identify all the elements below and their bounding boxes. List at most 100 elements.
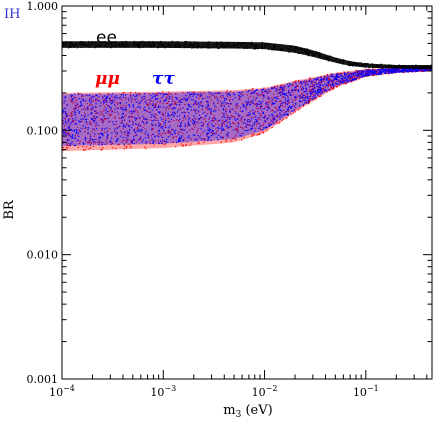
data-point [278,122,280,124]
data-point [264,47,266,49]
data-point [164,126,166,128]
data-point [260,94,262,96]
data-point [184,43,186,45]
data-point [398,70,400,72]
data-point [142,117,144,119]
data-point [289,93,291,96]
data-point [107,134,109,136]
data-point [78,105,80,108]
data-point [351,74,353,76]
data-point [134,91,137,94]
data-point [174,132,176,134]
data-point [420,70,422,72]
data-point [259,107,261,109]
data-point [81,114,83,116]
data-point [373,66,375,68]
data-point [233,47,236,49]
data-point [68,42,70,44]
data-point [251,118,253,120]
data-point [107,94,109,97]
data-point [209,111,212,114]
data-point [129,120,131,122]
data-point [279,118,281,120]
data-point [235,104,237,106]
data-point [194,103,197,105]
data-point [250,116,253,118]
data-point [165,93,168,95]
data-point [108,114,111,117]
data-point [271,110,273,112]
data-point [135,118,138,120]
data-point [299,107,301,109]
data-point [246,104,249,106]
data-point [388,69,390,71]
data-point [310,51,312,53]
data-point [159,111,161,113]
data-point [156,101,158,103]
data-point [265,89,267,91]
data-point [74,104,77,106]
data-point [386,69,388,71]
data-point [325,90,328,92]
data-point [106,96,109,99]
data-point [249,104,252,106]
data-point [78,143,81,145]
data-point [376,64,378,66]
data-point [354,72,356,74]
data-point [223,46,225,48]
data-point [402,65,404,68]
data-point [182,144,184,146]
data-point [225,111,227,113]
data-point [148,107,150,109]
data-point [402,68,404,70]
data-point [180,122,182,125]
data-point [83,143,85,145]
data-point [70,97,72,99]
data-point [405,69,408,71]
data-point [321,88,323,90]
data-point [335,73,337,75]
data-point [136,45,138,47]
data-point [213,45,215,47]
data-point [393,70,395,72]
data-point [73,44,75,46]
data-point [264,127,266,129]
data-point [308,96,310,98]
data-point [195,124,197,126]
data-point [155,94,157,97]
data-point [62,110,64,112]
data-point [268,44,270,46]
data-point [208,108,210,110]
data-point [402,66,404,68]
data-point [288,48,290,50]
data-point [140,99,142,102]
data-point [210,110,212,112]
data-point [347,71,349,73]
data-point [190,120,192,123]
data-point [392,69,394,72]
data-point [243,47,245,50]
data-point [379,72,381,74]
data-point [267,103,269,106]
data-point [125,108,128,111]
data-point [250,128,252,130]
data-point [249,110,252,113]
data-point [83,116,86,118]
data-point [341,63,343,65]
data-point [328,84,330,86]
data-point [74,119,77,121]
data-point [371,74,373,76]
data-point [183,44,185,46]
data-point [77,126,79,128]
data-point [235,119,237,121]
data-point [323,77,325,80]
data-point [320,82,322,84]
data-point [109,128,111,130]
data-point [63,122,65,124]
data-point [101,112,103,114]
data-point [238,47,240,49]
data-point [348,81,350,83]
data-point [162,128,164,130]
data-point [101,118,103,120]
data-point [176,104,178,106]
